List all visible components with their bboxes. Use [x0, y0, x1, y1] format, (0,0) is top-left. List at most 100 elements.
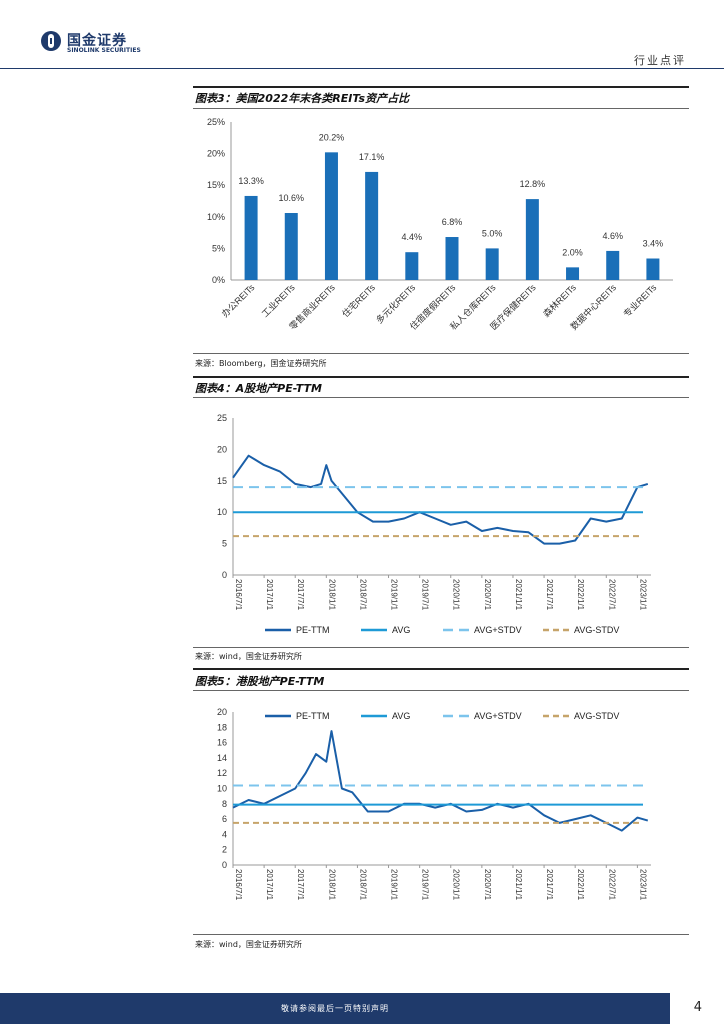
y-tick-label: 0% [212, 275, 225, 285]
figure-top-rule [193, 376, 689, 378]
x-tick-label: 2022/1/1 [576, 869, 585, 901]
x-tick-label: 2020/7/1 [483, 869, 492, 901]
figure-4-line-chart: 0 5 10 15 20 25 2016/7/1 2017/1/1 2017/7/1 2018/1… [217, 413, 651, 635]
bar [525, 199, 539, 280]
y-tick-label: 10 [217, 507, 227, 517]
legend-label: AVG+STDV [474, 625, 522, 635]
legend-label: PE-TTM [296, 711, 330, 721]
data-label: 5.0% [482, 228, 503, 238]
bar [646, 258, 660, 280]
logo-chinese-name: 国金证券 [67, 33, 127, 49]
x-tick-label: 2018/1/1 [327, 869, 336, 901]
y-tick-label: 6 [222, 814, 227, 824]
x-tick-label: 2022/1/1 [576, 579, 585, 611]
data-label: 6.8% [442, 217, 463, 227]
legend-label: AVG-STDV [574, 625, 619, 635]
y-tick-label: 20 [217, 444, 227, 454]
x-tick-label: 2019/7/1 [421, 579, 430, 611]
legend-label: AVG [392, 625, 410, 635]
x-tick-label: 2021/7/1 [545, 869, 554, 901]
figure-3-bar-chart: 0% 5% 10% 15% 20% 25% 13.3% 办公REITs 10.6% 工业REITs… [207, 117, 673, 332]
figure-bottom-rule [193, 934, 689, 935]
figure-title-rule [193, 397, 689, 398]
y-tick-label: 15% [207, 180, 225, 190]
y-tick-label: 14 [217, 753, 227, 763]
x-tick-label: 2017/7/1 [296, 579, 305, 611]
logo-english-name: SINOLINK SECURITIES [67, 47, 141, 54]
data-label: 3.4% [643, 239, 664, 249]
y-tick-label: 20 [217, 707, 227, 717]
x-tick-label: 2019/1/1 [390, 579, 399, 611]
x-tick-label: 多元化REITs [373, 281, 417, 325]
figure-top-rule [193, 86, 689, 88]
x-tick-label: 森林REITs [540, 281, 578, 319]
x-tick-label: 2021/1/1 [514, 579, 523, 611]
pe-ttm-series-line [232, 730, 649, 832]
x-tick-label: 2020/1/1 [452, 579, 461, 611]
legend-label: AVG-STDV [574, 711, 619, 721]
x-tick-label: 专业REITs [621, 281, 659, 319]
legend-label: AVG+STDV [474, 711, 522, 721]
y-tick-label: 0 [222, 860, 227, 870]
figure-5-line-chart: 0 2 4 6 8 10 12 14 16 18 20 2016/7/1 2017/1/1 2017/7/… [217, 707, 651, 901]
document-type: 行业点评 [634, 54, 686, 67]
y-tick-label: 16 [217, 738, 227, 748]
figure-5-source: 来源：wind，国金证券研究所 [195, 940, 302, 949]
bar [324, 152, 338, 280]
data-label: 10.6% [279, 193, 305, 203]
figure-4-source: 来源：wind，国金证券研究所 [195, 652, 302, 661]
y-tick-label: 5 [222, 539, 227, 549]
data-label: 4.4% [402, 232, 423, 242]
y-tick-label: 18 [217, 722, 227, 732]
x-tick-label: 2017/7/1 [296, 869, 305, 901]
bar [365, 171, 379, 280]
x-tick-label: 2016/7/1 [234, 869, 243, 901]
x-tick-label: 2016/7/1 [234, 579, 243, 611]
page-number: 4 [693, 1000, 702, 1015]
x-tick-label: 2017/1/1 [265, 579, 274, 611]
x-tick-label: 工业REITs [260, 282, 297, 319]
figure-title-rule [193, 108, 689, 109]
x-tick-label: 2021/7/1 [545, 579, 554, 611]
legend-label: PE-TTM [296, 625, 330, 635]
x-tick-label: 2023/1/1 [638, 579, 647, 611]
x-tick-label: 2020/1/1 [452, 869, 461, 901]
figure-4-title: 图表4：A股地产PE-TTM [195, 382, 322, 395]
pe-ttm-series-line [232, 454, 649, 545]
y-tick-label: 25% [207, 117, 225, 127]
y-tick-label: 8 [222, 799, 227, 809]
x-tick-label: 2017/1/1 [265, 869, 274, 901]
bar [284, 213, 298, 280]
figure-5-title: 图表5：港股地产PE-TTM [195, 675, 325, 688]
y-tick-label: 2 [222, 845, 227, 855]
data-label: 12.8% [520, 179, 546, 189]
data-label: 13.3% [238, 176, 264, 186]
x-tick-label: 办公REITs [219, 281, 257, 319]
figure-bottom-rule [193, 647, 689, 648]
figure-title-rule [193, 690, 689, 691]
bar [566, 267, 580, 280]
y-tick-label: 4 [222, 829, 227, 839]
y-tick-label: 15 [217, 476, 227, 486]
x-tick-label: 2023/1/1 [638, 869, 647, 901]
x-tick-label: 2018/7/1 [358, 869, 367, 901]
figure-3-source: 来源：Bloomberg，国金证券研究所 [195, 359, 327, 368]
x-tick-label: 2020/7/1 [483, 579, 492, 611]
footer-bar [0, 993, 670, 1024]
bar [445, 237, 459, 280]
data-label: 17.1% [359, 152, 385, 162]
y-tick-label: 12 [217, 768, 227, 778]
y-tick-label: 25 [217, 413, 227, 423]
data-label: 2.0% [562, 247, 583, 257]
figure-3-title: 图表3：美国2022年末各类REITs资产占比 [195, 92, 410, 105]
x-tick-label: 住宅REITs [340, 281, 378, 319]
y-tick-label: 0 [222, 570, 227, 580]
sinolink-logo-icon [41, 31, 61, 51]
y-tick-label: 5% [212, 243, 225, 253]
bar [405, 252, 419, 280]
bar [485, 248, 499, 280]
x-tick-label: 2018/1/1 [327, 579, 336, 611]
footer-disclaimer: 敬请参阅最后一页特别声明 [281, 1004, 389, 1013]
x-tick-label: 2022/7/1 [607, 869, 616, 901]
header-divider [0, 68, 724, 69]
